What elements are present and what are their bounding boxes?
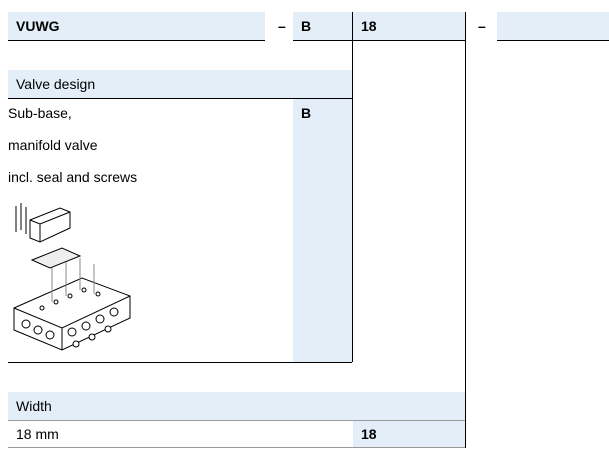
rule xyxy=(293,40,465,41)
header-cell: VUWG xyxy=(8,12,265,40)
section-title: Width xyxy=(8,392,465,420)
option-text: incl. seal and screws xyxy=(8,169,138,185)
option-text: manifold valve xyxy=(8,137,98,153)
option-code: B xyxy=(293,99,352,362)
header-cell: 18 xyxy=(353,12,465,40)
rule xyxy=(8,362,352,363)
header-cell: – xyxy=(278,18,286,34)
rule xyxy=(8,40,265,41)
column-rule xyxy=(352,12,353,362)
option-code: 18 xyxy=(353,421,465,447)
header-cell: B xyxy=(293,12,352,40)
rule xyxy=(8,98,352,99)
rule xyxy=(8,447,465,448)
column-rule xyxy=(465,12,466,448)
header-cell: – xyxy=(478,18,486,34)
header-cell xyxy=(497,12,609,40)
option-text: 18 mm xyxy=(16,426,59,442)
manifold-illustration xyxy=(13,203,131,351)
rule xyxy=(497,40,609,41)
rule xyxy=(8,420,465,421)
section-title: Valve design xyxy=(8,70,352,98)
option-text: Sub-base, xyxy=(8,105,72,121)
